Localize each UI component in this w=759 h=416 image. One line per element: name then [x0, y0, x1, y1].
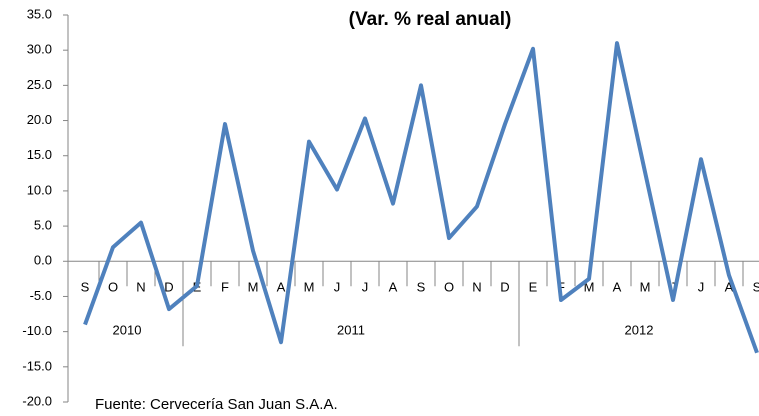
x-tick-label: S: [81, 280, 90, 295]
x-tick-label: F: [221, 280, 229, 295]
y-tick-label: 25.0: [27, 77, 52, 92]
y-tick-label: 20.0: [27, 112, 52, 127]
x-tick-label: S: [753, 280, 759, 295]
x-tick-label: N: [472, 280, 481, 295]
y-tick-label: 15.0: [27, 147, 52, 162]
x-tick-label: M: [640, 280, 651, 295]
x-tick-label: J: [698, 280, 705, 295]
year-label: 2012: [625, 323, 654, 338]
data-line: [83, 41, 759, 354]
y-tick-label: 10.0: [27, 182, 52, 197]
y-tick-label: 35.0: [27, 6, 52, 21]
y-tick-label: 5.0: [34, 218, 52, 233]
y-tick-label: -20.0: [22, 393, 52, 408]
y-tick-label: -5.0: [30, 288, 52, 303]
x-tick-label: A: [277, 280, 286, 295]
x-tick-label: J: [362, 280, 369, 295]
year-label: 2010: [113, 323, 142, 338]
year-label: 2011: [337, 323, 365, 338]
x-tick-label: O: [444, 280, 454, 295]
source-note: Fuente: Cervecería San Juan S.A.A.: [95, 396, 338, 413]
x-tick-label: N: [136, 280, 145, 295]
y-tick-label: -10.0: [22, 323, 52, 338]
y-tick-label: -15.0: [22, 358, 52, 373]
x-tick-label: J: [334, 280, 341, 295]
x-tick-label: M: [248, 280, 259, 295]
x-tick-label: D: [164, 280, 173, 295]
x-tick-label: A: [725, 280, 734, 295]
x-tick-label: E: [529, 280, 538, 295]
x-tick-label: S: [417, 280, 426, 295]
y-tick-label: 0.0: [34, 253, 52, 268]
x-tick-label: M: [304, 280, 315, 295]
x-tick-label: O: [108, 280, 118, 295]
x-tick-label: A: [613, 280, 622, 295]
x-tick-label: J: [670, 280, 677, 295]
chart-title: (Var. % real anual): [349, 9, 512, 30]
x-tick-label: D: [500, 280, 509, 295]
x-tick-label: M: [584, 280, 595, 295]
x-tick-label: A: [389, 280, 398, 295]
y-tick-label: 30.0: [27, 42, 52, 57]
